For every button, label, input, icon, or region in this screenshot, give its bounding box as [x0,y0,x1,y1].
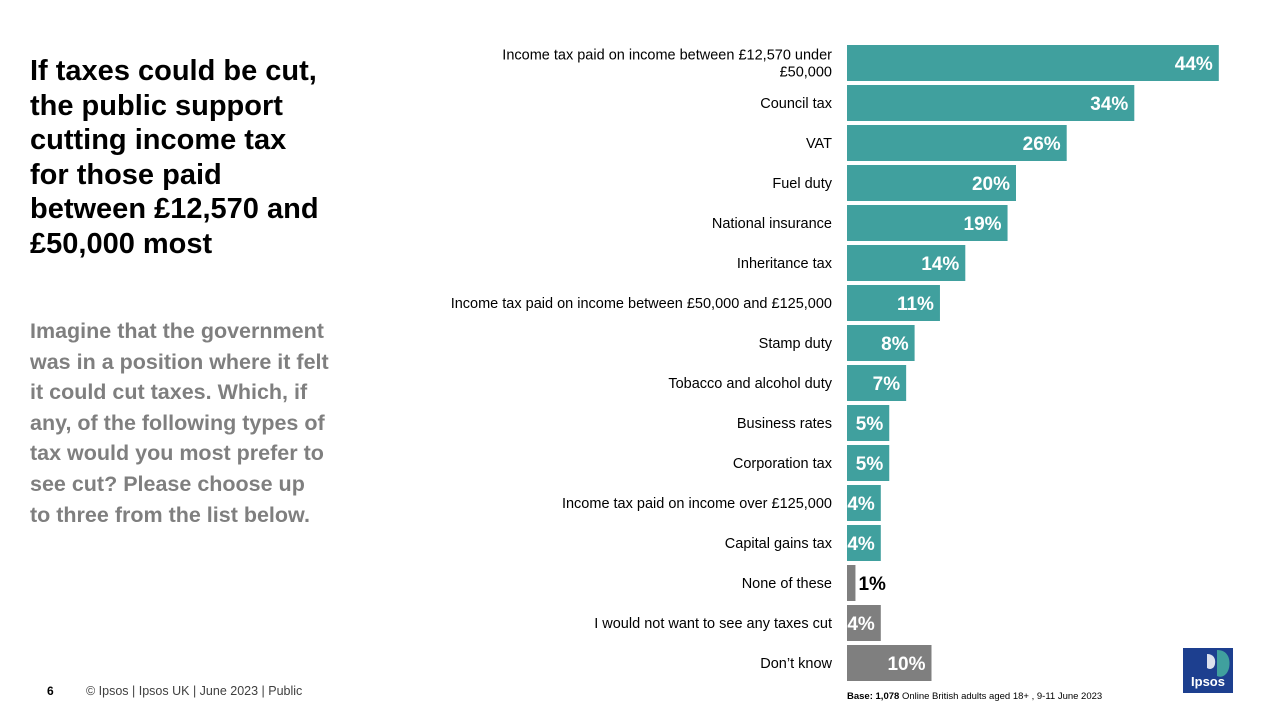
value-label: 14% [921,254,959,275]
bar [847,85,1135,121]
page-number: 6 [47,684,54,698]
category-label: Fuel duty [772,176,832,192]
bar [847,245,966,281]
category-label: VAT [806,136,832,152]
bar [847,445,890,481]
category-label: Inheritance tax [737,256,833,272]
value-label: 19% [964,214,1002,235]
category-label: Corporation tax [733,456,833,472]
category-label: Stamp duty [759,336,833,352]
value-label: 1% [858,574,886,595]
logo-text: Ipsos [1191,674,1225,689]
bar [847,165,1016,201]
category-label: Income tax paid on income between £50,00… [451,296,832,312]
category-label: Capital gains tax [725,536,833,552]
value-label: 20% [972,174,1010,195]
footer-text: © Ipsos | Ipsos UK | June 2023 | Public [86,684,303,698]
bar [847,45,1219,81]
category-label: Council tax [760,96,832,112]
base-label: Base: [847,691,873,702]
survey-question: Imagine that the government was in a pos… [30,319,329,527]
base-note: Base: 1,078 Online British adults aged 1… [847,691,1102,702]
ipsos-logo: Ipsos [1183,648,1233,693]
category-label: Business rates [737,416,832,432]
bar [847,365,907,401]
bar [847,485,881,521]
category-label: £50,000 [780,65,832,81]
bar [847,405,890,441]
base-count: 1,078 [875,691,900,702]
ipsos-logo-icon: Ipsos [1183,648,1233,693]
value-label: 34% [1090,94,1128,115]
category-label: National insurance [712,216,832,232]
value-label: 5% [856,414,884,435]
bar [847,645,932,681]
bar [847,205,1008,241]
category-label: I would not want to see any taxes cut [594,616,832,632]
value-label: 4% [847,494,875,515]
value-label: 10% [887,654,925,675]
bar [847,325,915,361]
value-label: 8% [881,334,909,355]
value-label: 4% [847,614,875,635]
value-label: 11% [897,294,934,315]
category-label: Don’t know [760,656,832,672]
bar [847,605,881,641]
bar [847,125,1067,161]
value-label: 7% [873,374,901,395]
category-label: Income tax paid on income over £125,000 [562,496,832,512]
category-label: Tobacco and alcohol duty [668,376,832,392]
value-label: 26% [1023,134,1061,155]
bar [847,525,881,561]
value-label: 4% [847,534,875,555]
base-text: Online British adults aged 18+ , 9-11 Ju… [901,691,1103,702]
value-label: 44% [1175,54,1213,75]
bar [847,285,940,321]
value-label: 5% [856,454,884,475]
bar [847,565,856,601]
category-label: None of these [742,576,832,592]
page-title: If taxes could be cut, the public suppor… [30,55,319,260]
category-label: Income tax paid on income between £12,57… [502,48,832,64]
